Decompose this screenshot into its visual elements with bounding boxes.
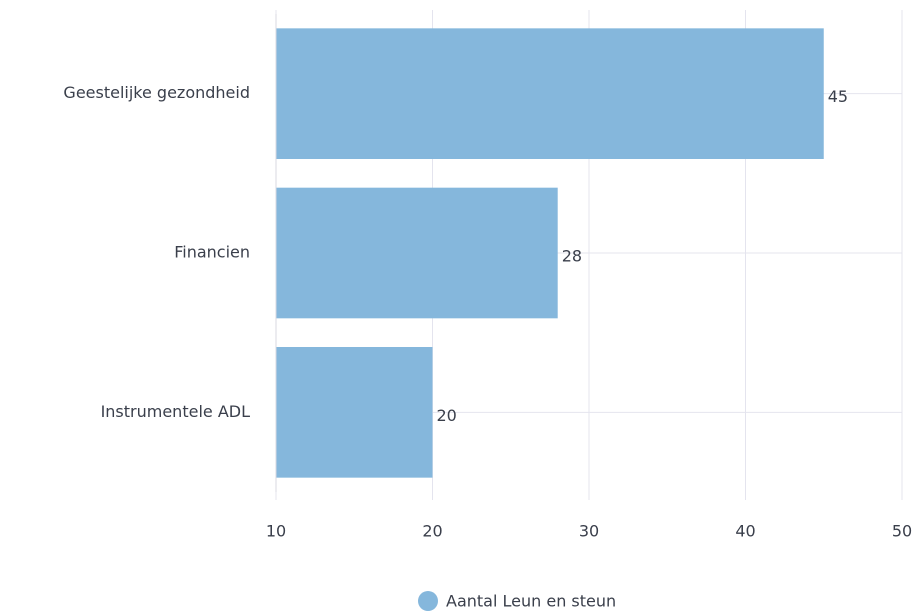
legend: Aantal Leun en steun — [418, 591, 616, 611]
data-label: 28 — [562, 247, 582, 266]
x-tick-label: 50 — [892, 522, 912, 541]
y-tick-label: Geestelijke gezondheid — [63, 83, 250, 102]
x-tick-label: 10 — [266, 522, 286, 541]
x-tick-label: 30 — [579, 522, 599, 541]
data-label: 20 — [437, 406, 457, 425]
legend-swatch — [418, 591, 438, 611]
legend-label: Aantal Leun en steun — [446, 592, 616, 611]
bar — [276, 187, 558, 319]
x-tick-label: 20 — [422, 522, 442, 541]
y-tick-label: Instrumentele ADL — [101, 402, 251, 421]
y-tick-label: Financien — [174, 243, 250, 262]
data-label: 45 — [828, 87, 848, 106]
bar — [276, 347, 433, 478]
x-tick-label: 40 — [735, 522, 755, 541]
bar — [276, 28, 824, 159]
